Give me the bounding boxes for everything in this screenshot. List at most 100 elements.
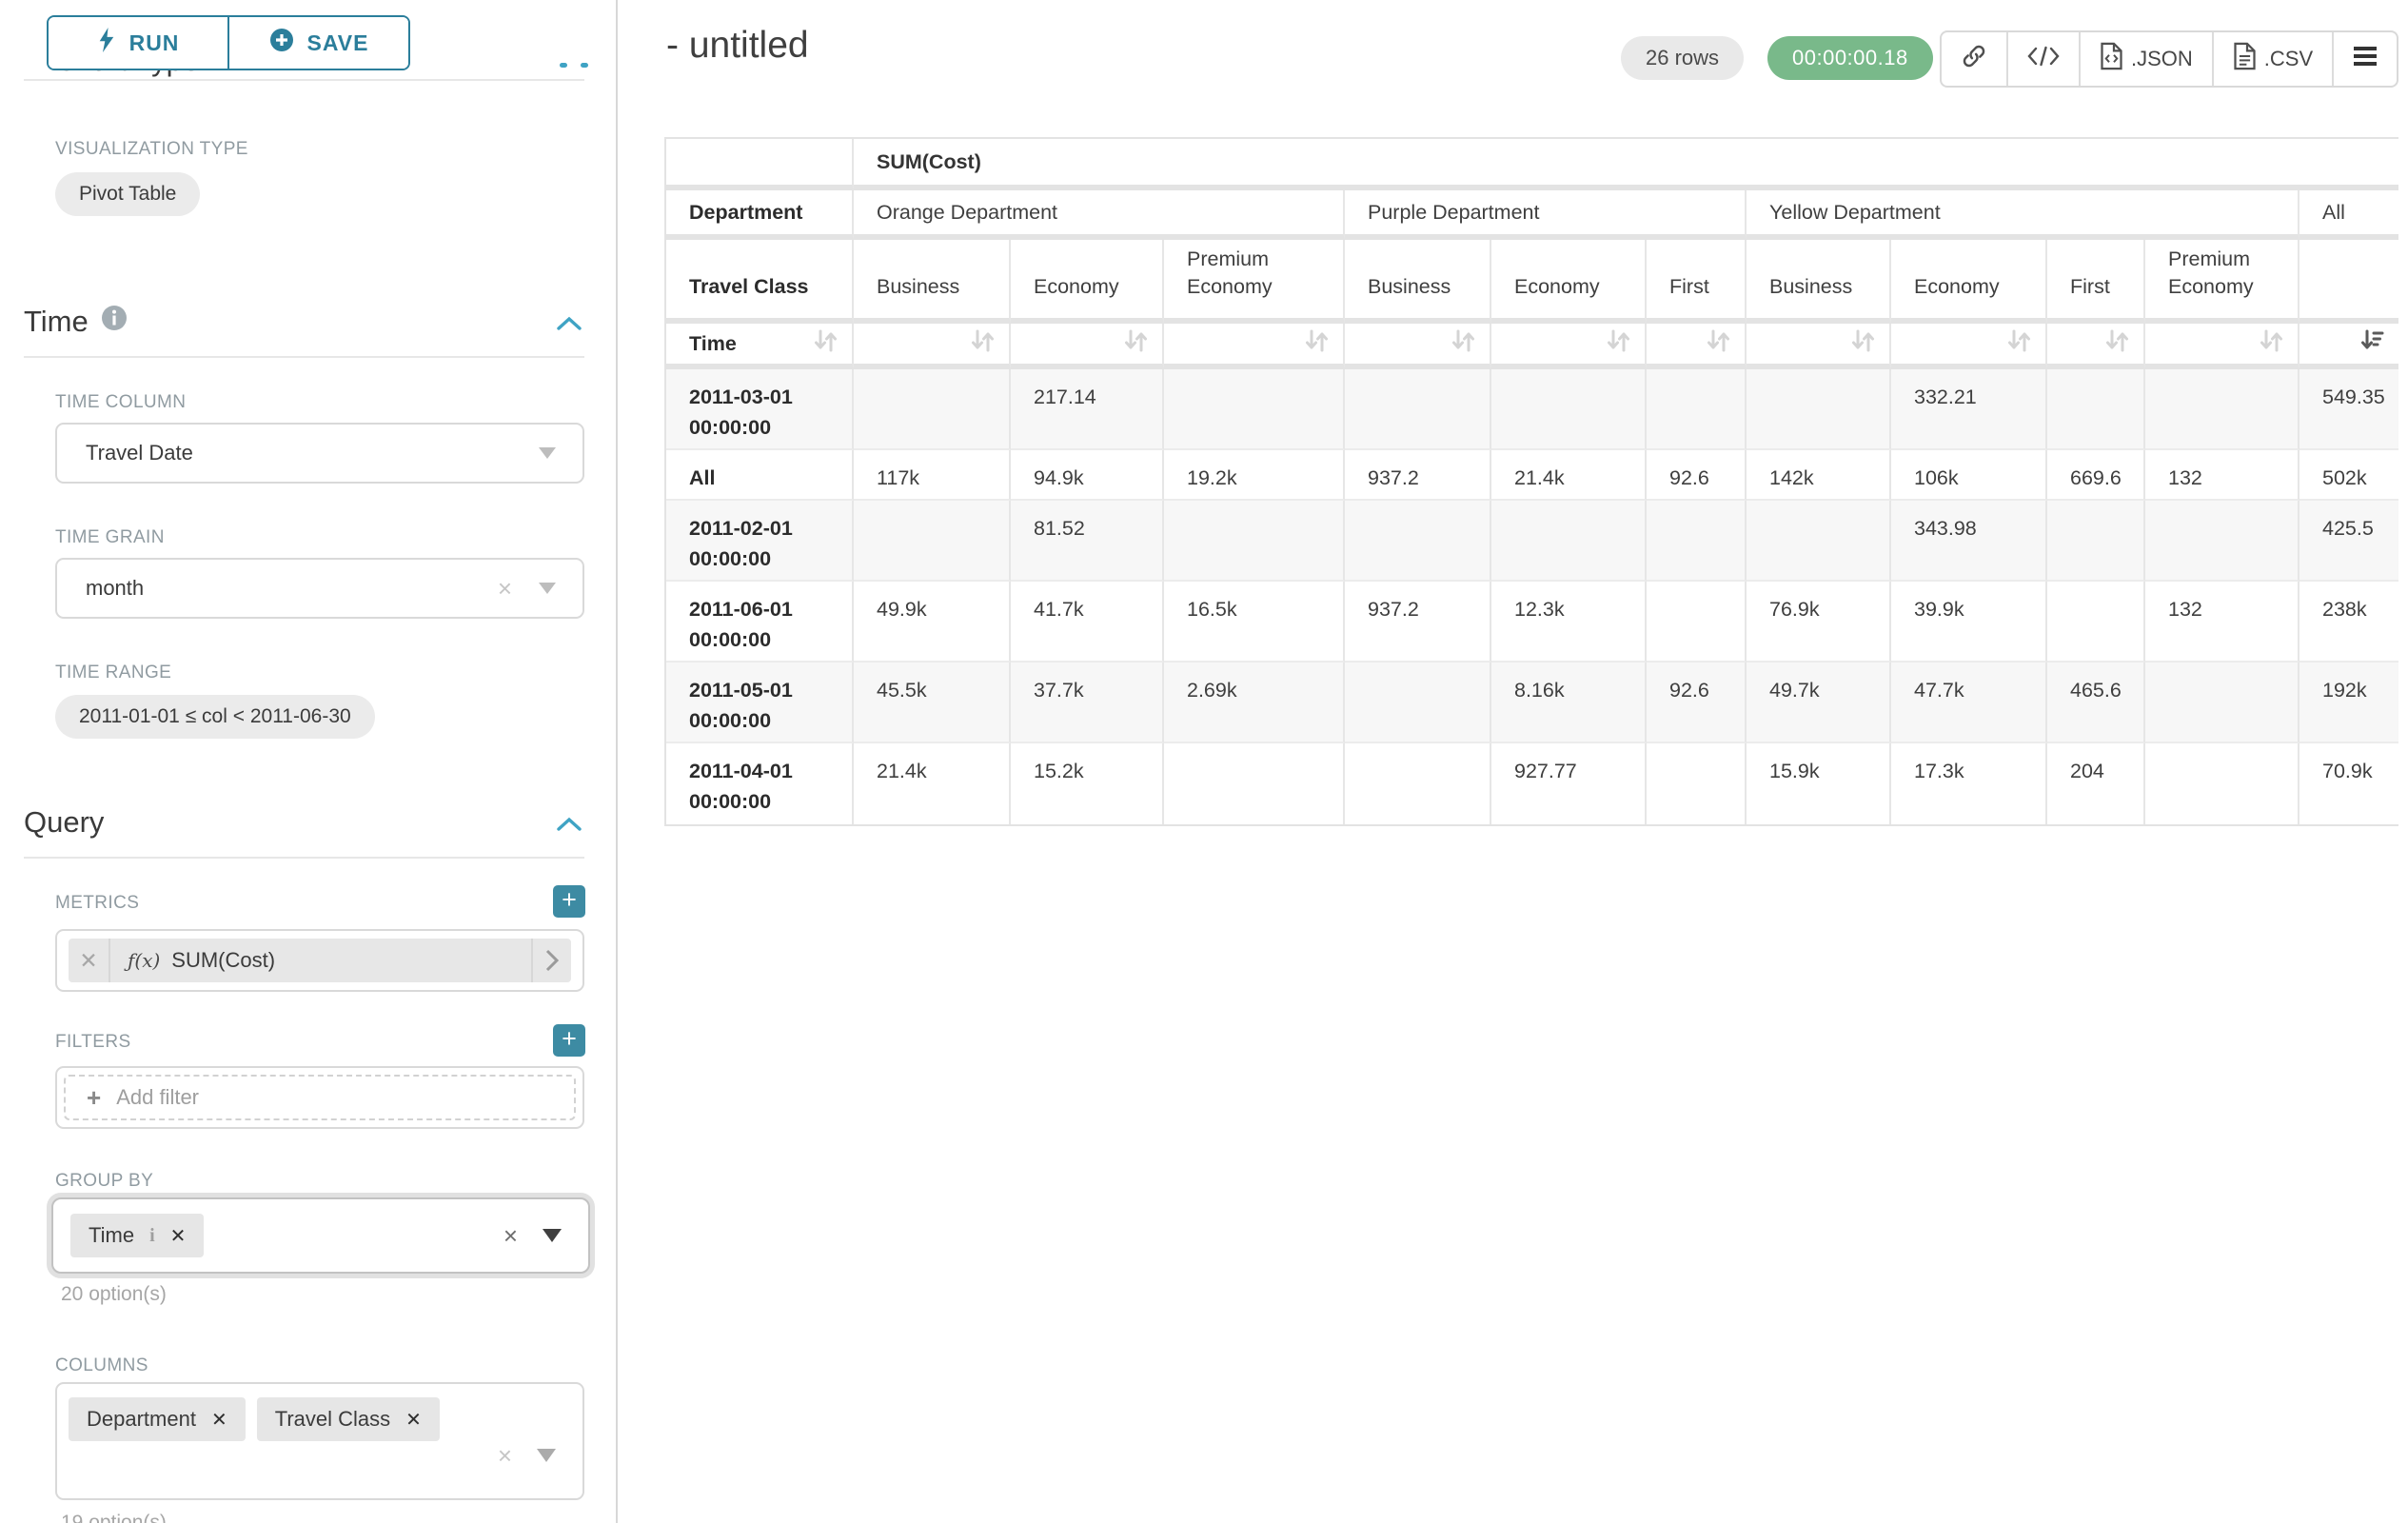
table-row: 2011-06-01 00:00:00 49.9k 41.7k 16.5k 937.2 1…: [666, 582, 2399, 663]
selected-option-tag[interactable]: Department ✕: [69, 1397, 246, 1441]
time-range-label: TIME RANGE: [55, 663, 172, 682]
remove-metric-icon[interactable]: ✕: [69, 939, 110, 982]
add-metric-button[interactable]: +: [553, 885, 585, 918]
query-section-header[interactable]: Query: [24, 805, 104, 840]
value-cell: 927.77: [1491, 743, 1647, 824]
share-link-button[interactable]: [1942, 32, 2006, 86]
department-group-header: Orange Department: [854, 190, 1345, 240]
time-section-header[interactable]: Time: [24, 305, 128, 339]
row-axis-sort-header[interactable]: Time: [666, 324, 854, 369]
filters-label: FILTERS: [55, 1032, 131, 1052]
value-cell: 238k: [2299, 582, 2399, 663]
export-csv-button[interactable]: .CSV: [2211, 32, 2332, 86]
value-cell: 45.5k: [854, 663, 1011, 743]
value-cell: 37.7k: [1011, 663, 1164, 743]
clear-icon[interactable]: ×: [503, 1221, 518, 1250]
run-button[interactable]: RUN: [49, 17, 227, 69]
department-group-header: All: [2299, 190, 2399, 240]
value-cell: 425.5: [2299, 501, 2399, 582]
sort-header[interactable]: [854, 324, 1011, 369]
divider: [24, 857, 584, 859]
query-section-title: Query: [24, 805, 105, 839]
metric-pill[interactable]: ✕ ƒ(x) SUM(Cost): [69, 939, 571, 982]
chart-title[interactable]: - untitled: [666, 25, 809, 66]
value-cell: 41.7k: [1011, 582, 1164, 663]
travel-class-header: Economy: [1491, 240, 1647, 324]
value-cell: [2047, 369, 2145, 450]
value-cell: 49.7k: [1747, 663, 1891, 743]
column-dimension-label: Department: [666, 190, 854, 240]
table-row: 2011-05-01 00:00:00 45.5k 37.7k 2.69k 8.16k 9…: [666, 663, 2399, 743]
sort-header[interactable]: [1747, 324, 1891, 369]
columns-select[interactable]: Department ✕ Travel Class ✕ ×: [55, 1382, 584, 1500]
remove-tag-icon[interactable]: ✕: [169, 1225, 187, 1247]
travel-class-header: Business: [1345, 240, 1491, 324]
sort-header[interactable]: [2145, 324, 2299, 369]
value-cell: 217.14: [1011, 369, 1164, 450]
metric-header-cell: SUM(Cost): [854, 139, 2399, 190]
value-cell: [1345, 743, 1491, 824]
value-cell: [854, 369, 1011, 450]
plus-circle-icon: [269, 28, 294, 58]
time-column-select[interactable]: Travel Date: [55, 423, 584, 484]
chevron-up-icon[interactable]: [557, 316, 582, 331]
sort-icon: [1122, 328, 1149, 359]
tag-label: Department: [87, 1407, 196, 1431]
chevron-up-icon: [560, 63, 567, 68]
function-icon: ƒ(x): [128, 949, 161, 972]
value-cell: [2145, 369, 2299, 450]
department-group-header: Yellow Department: [1747, 190, 2299, 240]
value-cell: [1164, 743, 1345, 824]
run-save-button-group: RUN SAVE: [47, 15, 410, 70]
remove-tag-icon[interactable]: ✕: [210, 1409, 227, 1431]
clear-icon[interactable]: ×: [497, 1441, 512, 1470]
row-dimension-label: Travel Class: [666, 240, 854, 324]
row-label-cell: 2011-04-01 00:00:00: [666, 743, 854, 824]
group-by-select[interactable]: Time i ✕ ×: [51, 1197, 590, 1274]
value-cell: 142k: [1747, 450, 1891, 501]
row-label-cell: 2011-02-01 00:00:00: [666, 501, 854, 582]
sort-icon: [2005, 328, 2032, 359]
sort-header[interactable]: [2047, 324, 2145, 369]
value-cell: 117k: [854, 450, 1011, 501]
time-range-pill[interactable]: 2011-01-01 ≤ col < 2011-06-30: [55, 695, 375, 739]
export-json-button[interactable]: .JSON: [2079, 32, 2212, 86]
sort-header[interactable]: [1891, 324, 2047, 369]
row-count-badge: 26 rows: [1621, 36, 1745, 80]
value-cell: 39.9k: [1891, 582, 2047, 663]
sort-icon: [1849, 328, 1876, 359]
add-filter-dropzone[interactable]: + Add filter: [64, 1075, 576, 1120]
sort-header-active-desc[interactable]: [2299, 324, 2399, 369]
sort-header[interactable]: [1345, 324, 1491, 369]
value-cell: 17.3k: [1891, 743, 2047, 824]
add-filter-button[interactable]: +: [553, 1024, 585, 1057]
chevron-up-icon[interactable]: [557, 817, 582, 832]
department-group-header: Purple Department: [1345, 190, 1747, 240]
view-query-button[interactable]: [2006, 32, 2079, 86]
sort-header[interactable]: [1164, 324, 1345, 369]
sort-header[interactable]: [1647, 324, 1747, 369]
sort-header[interactable]: [1011, 324, 1164, 369]
divider: [24, 79, 584, 81]
travel-class-header: Economy: [1891, 240, 2047, 324]
corner-cell: [666, 139, 854, 190]
code-icon: [2027, 45, 2060, 73]
selected-option-tag[interactable]: Time i ✕: [70, 1214, 205, 1257]
save-button[interactable]: SAVE: [227, 17, 408, 69]
remove-tag-icon[interactable]: ✕: [405, 1409, 422, 1431]
sort-icon: [2103, 328, 2130, 359]
table-row: 2011-02-01 00:00:00 81.52 343.98 425.5: [666, 501, 2399, 582]
sort-icon: [1705, 328, 1731, 359]
columns-options-hint: 19 option(s): [61, 1512, 167, 1523]
menu-button[interactable]: [2332, 32, 2397, 86]
link-icon: [1961, 43, 1987, 75]
group-by-options-hint: 20 option(s): [61, 1283, 167, 1305]
sort-header[interactable]: [1491, 324, 1647, 369]
selected-option-tag[interactable]: Travel Class ✕: [256, 1397, 440, 1441]
chevron-down-icon: [543, 1229, 562, 1242]
value-cell: 76.9k: [1747, 582, 1891, 663]
visualization-type-pill[interactable]: Pivot Table: [55, 172, 201, 216]
time-grain-select[interactable]: month ×: [55, 558, 584, 619]
clear-icon[interactable]: ×: [497, 574, 512, 603]
expand-metric-icon[interactable]: [531, 939, 571, 982]
